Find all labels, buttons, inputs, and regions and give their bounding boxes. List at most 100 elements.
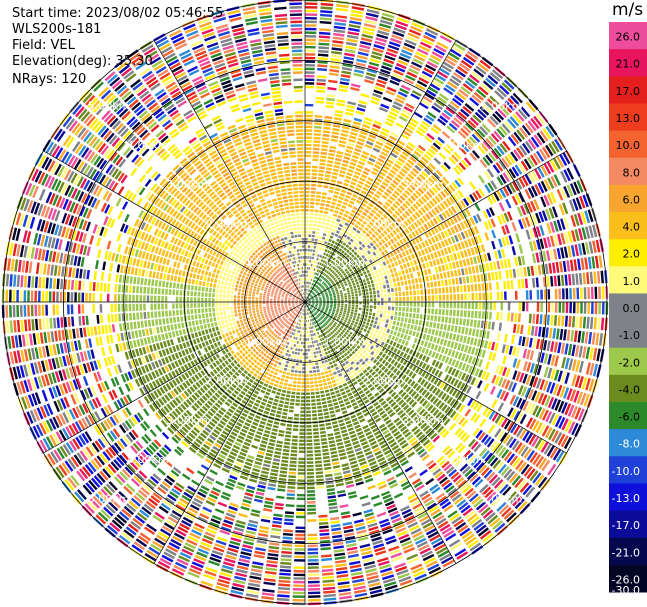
velocity-gate	[315, 290, 318, 293]
velocity-gate	[348, 557, 360, 562]
velocity-gate	[313, 140, 321, 144]
velocity-gate	[334, 300, 337, 302]
velocity-gate	[321, 568, 334, 573]
velocity-gate	[317, 372, 321, 376]
velocity-gate	[559, 187, 567, 200]
velocity-gate	[381, 359, 387, 365]
velocity-gate	[366, 244, 372, 249]
velocity-gate	[323, 185, 329, 189]
velocity-gate	[364, 285, 368, 289]
velocity-gate	[520, 324, 524, 335]
velocity-gate	[339, 232, 344, 236]
velocity-gate	[308, 263, 311, 267]
velocity-gate	[347, 168, 354, 173]
velocity-gate	[536, 150, 545, 162]
velocity-gate	[480, 320, 484, 329]
velocity-gate	[315, 395, 321, 398]
velocity-gate	[446, 125, 456, 134]
velocity-gate	[356, 107, 366, 112]
velocity-gate	[334, 286, 337, 289]
velocity-gate	[338, 143, 346, 148]
velocity-gate	[464, 80, 476, 89]
velocity-gate	[318, 307, 321, 309]
velocity-gate	[472, 328, 476, 337]
velocity-gate	[335, 566, 348, 571]
velocity-gate	[419, 173, 426, 181]
velocity-gate	[328, 189, 334, 194]
velocity-gate	[338, 267, 342, 271]
velocity-gate	[392, 341, 397, 347]
velocity-gate	[504, 236, 510, 246]
velocity-gate	[316, 351, 319, 354]
velocity-gate	[409, 156, 417, 163]
velocity-gate	[411, 239, 417, 245]
velocity-gate	[575, 316, 579, 328]
velocity-gate	[391, 166, 399, 172]
velocity-gate	[344, 297, 348, 300]
velocity-gate	[415, 352, 420, 358]
velocity-gate	[342, 521, 353, 526]
velocity-gate	[587, 302, 591, 314]
velocity-gate	[425, 477, 435, 486]
velocity-gate	[366, 302, 369, 305]
velocity-gate	[321, 565, 333, 569]
velocity-gate	[312, 344, 315, 348]
velocity-gate	[396, 217, 402, 224]
velocity-gate	[448, 196, 455, 204]
velocity-gate	[330, 260, 334, 264]
velocity-gate	[387, 350, 392, 356]
velocity-gate	[507, 211, 513, 221]
velocity-gate	[406, 187, 414, 194]
velocity-gate	[277, 594, 290, 598]
velocity-gate	[410, 205, 416, 212]
velocity-gate	[474, 310, 478, 319]
velocity-gate	[330, 364, 334, 369]
velocity-gate	[359, 342, 363, 347]
velocity-gate	[486, 98, 497, 108]
velocity-gate	[532, 313, 536, 324]
velocity-gate	[305, 16, 317, 20]
velocity-gate	[398, 311, 402, 317]
velocity-gate	[353, 276, 357, 280]
velocity-gate	[396, 17, 410, 24]
velocity-gate	[554, 355, 560, 367]
velocity-gate	[319, 532, 330, 536]
velocity-gate	[439, 67, 450, 76]
velocity-gate	[512, 396, 520, 407]
velocity-gate	[315, 305, 318, 308]
velocity-gate	[405, 347, 410, 353]
velocity-gate	[536, 289, 540, 300]
velocity-gate	[267, 556, 279, 561]
velocity-gate	[336, 318, 340, 321]
velocity-gate	[386, 270, 390, 275]
velocity-gate	[320, 203, 325, 207]
velocity-gate	[446, 219, 452, 227]
velocity-gate	[592, 240, 597, 253]
velocity-gate	[307, 297, 309, 300]
velocity-gate	[299, 428, 305, 432]
velocity-gate	[377, 277, 381, 282]
velocity-gate	[406, 274, 410, 280]
velocity-gate	[554, 288, 558, 300]
velocity-gate	[303, 320, 305, 323]
velocity-gate	[391, 335, 396, 341]
velocity-gate	[349, 16, 363, 22]
velocity-gate	[415, 51, 427, 59]
velocity-gate	[307, 297, 309, 300]
velocity-gate	[387, 198, 393, 205]
velocity-gate	[333, 244, 337, 249]
velocity-gate	[485, 208, 492, 218]
velocity-gate	[311, 267, 314, 271]
velocity-gate	[407, 255, 412, 261]
velocity-gate	[525, 101, 536, 113]
velocity-gate	[325, 308, 328, 311]
velocity-gate	[596, 271, 601, 284]
velocity-gate	[453, 204, 460, 212]
velocity-gate	[345, 175, 352, 180]
velocity-gate	[322, 583, 335, 587]
velocity-gate	[322, 314, 325, 317]
velocity-gate	[379, 226, 385, 231]
velocity-gate	[348, 165, 356, 170]
velocity-gate	[417, 326, 421, 332]
velocity-gate	[558, 302, 562, 313]
